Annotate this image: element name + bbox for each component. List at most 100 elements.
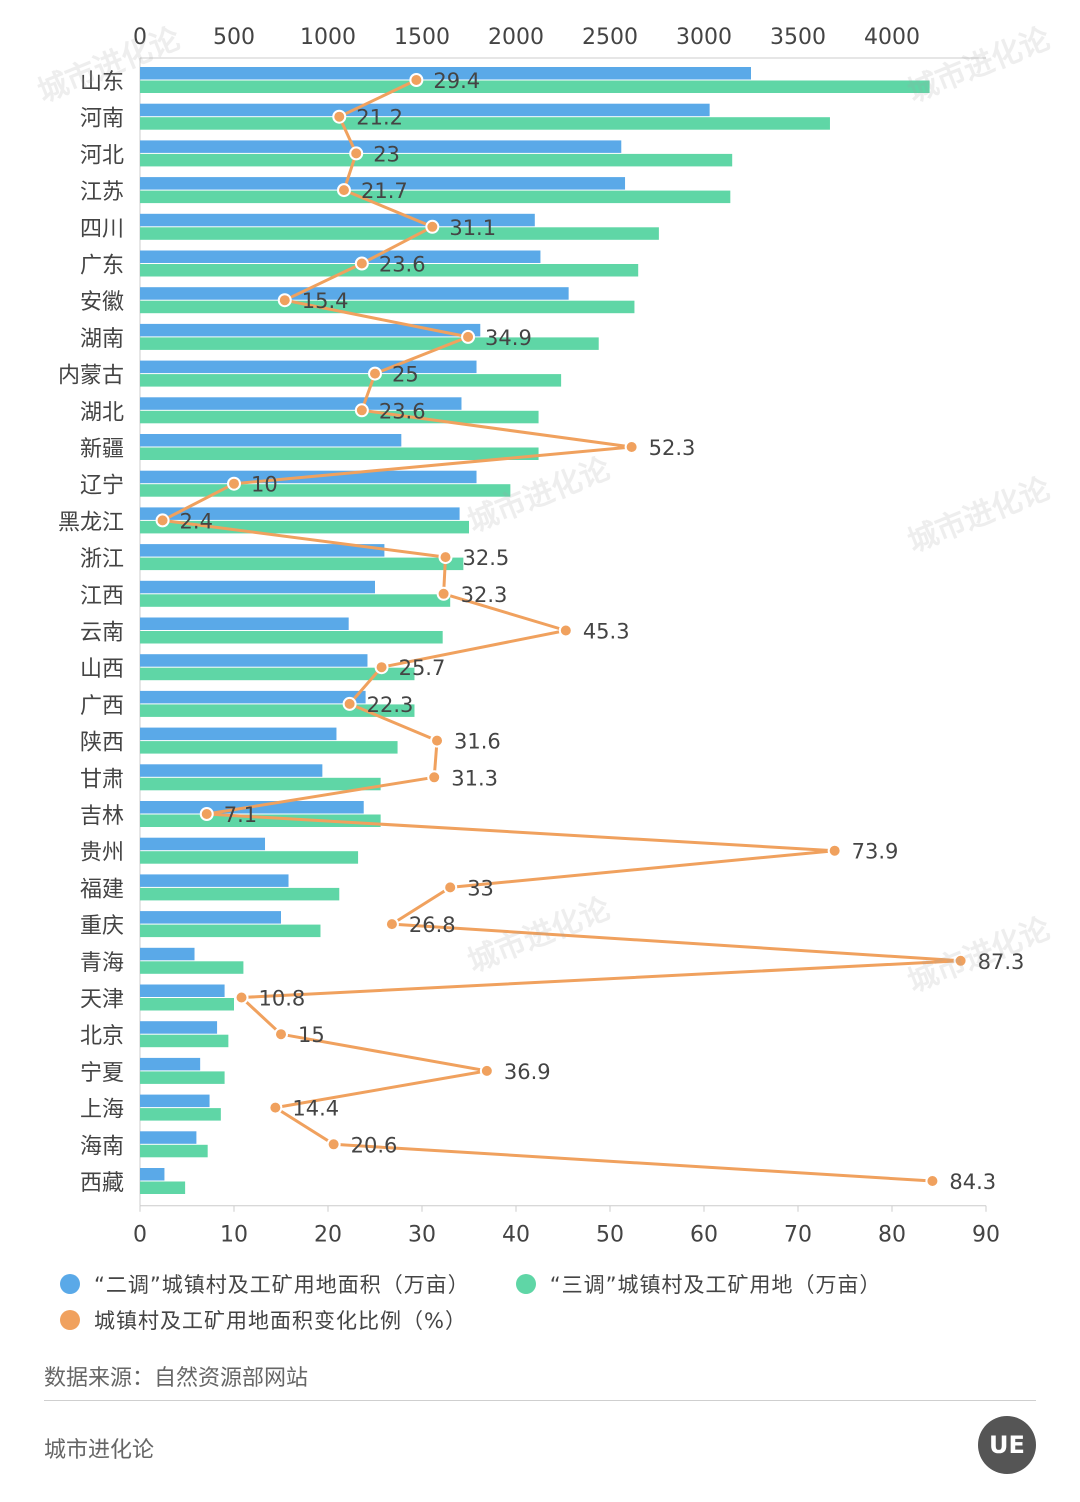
bar-erdiao: [140, 580, 375, 594]
data-source-note: 数据来源：自然资源部网站: [44, 1366, 309, 1391]
ratio-data-label: 10: [251, 473, 278, 497]
bar-erdiao: [140, 323, 481, 337]
ratio-point: [268, 1100, 283, 1115]
bar-erdiao: [140, 177, 626, 190]
ratio-data-label: 31.6: [454, 730, 501, 754]
bar-erdiao: [140, 690, 366, 704]
category-label: 新疆: [80, 437, 124, 462]
category-label: 重庆: [80, 914, 124, 939]
bar-erdiao: [140, 1057, 201, 1071]
bottom-axis-tick-label: 60: [690, 1223, 718, 1248]
bar-sandiao: [140, 337, 599, 350]
bar-erdiao: [140, 911, 281, 924]
bottom-axis-tick-label: 40: [502, 1223, 530, 1248]
category-label: 内蒙古: [58, 364, 124, 389]
top-axis-tick-label: 1000: [300, 25, 356, 50]
bar-erdiao: [140, 507, 460, 520]
ratio-data-label: 31.3: [451, 766, 498, 790]
ratio-point: [277, 293, 292, 308]
ratio-point: [436, 586, 451, 601]
top-axis-tick-label: 2500: [582, 25, 638, 50]
ratio-data-label: 7.1: [224, 803, 257, 827]
ratio-point: [199, 807, 214, 821]
bar-erdiao: [140, 1131, 197, 1144]
legend-item-ratio[interactable]: 城镇村及工矿用地面积变化比例（%）: [60, 1305, 467, 1335]
ratio-point: [354, 403, 369, 418]
category-label: 西藏: [80, 1171, 124, 1196]
bar-sandiao: [140, 410, 539, 424]
bar-sandiao: [140, 851, 359, 864]
top-axis-tick-label: 1500: [394, 25, 450, 50]
bar-sandiao: [140, 117, 830, 130]
ratio-data-label: 22.3: [367, 693, 414, 717]
bar-sandiao: [140, 264, 639, 277]
bar-sandiao: [140, 631, 443, 644]
ratio-data-label: 45.3: [583, 620, 630, 644]
bar-sandiao: [140, 1071, 225, 1084]
bar-erdiao: [140, 617, 349, 630]
top-axis-tick-label: 2000: [488, 25, 544, 50]
category-label: 上海: [80, 1098, 124, 1123]
ratio-data-label: 29.4: [433, 69, 480, 93]
bar-sandiao: [140, 1034, 229, 1048]
bar-sandiao: [140, 227, 659, 240]
bar-erdiao: [140, 434, 402, 447]
bar-sandiao: [140, 998, 234, 1011]
category-label: 吉林: [80, 804, 124, 829]
legend-item-erdiao[interactable]: “二调”城镇村及工矿用地面积（万亩）: [60, 1269, 470, 1299]
bar-sandiao: [140, 1144, 208, 1158]
ratio-data-label: 10.8: [259, 987, 306, 1011]
category-label: 辽宁: [80, 474, 124, 499]
ratio-point: [443, 880, 458, 895]
ratio-point: [925, 1174, 940, 1188]
ratio-point: [342, 696, 357, 711]
category-label: 海南: [80, 1134, 124, 1159]
category-label: 宁夏: [80, 1061, 124, 1086]
ratio-point: [354, 256, 369, 271]
ratio-data-label: 34.9: [485, 326, 532, 350]
category-label: 山西: [80, 657, 124, 682]
bar-sandiao: [140, 300, 635, 314]
bar-erdiao: [140, 544, 385, 557]
bottom-axis-tick-label: 10: [220, 1223, 248, 1248]
bar-sandiao: [140, 814, 381, 827]
ratio-point: [384, 917, 399, 932]
category-label: 安徽: [80, 290, 124, 315]
ratio-point: [425, 219, 440, 234]
category-label: 广西: [80, 694, 124, 719]
bar-sandiao: [140, 374, 562, 387]
bar-erdiao: [140, 250, 541, 263]
ratio-data-label: 25: [392, 363, 419, 387]
ratio-point: [409, 73, 424, 87]
bar-erdiao: [140, 984, 225, 997]
legend-item-sandiao[interactable]: “三调”城镇村及工矿用地（万亩）: [515, 1269, 882, 1299]
ratio-data-label: 23: [373, 142, 400, 166]
category-label: 云南: [80, 621, 124, 646]
category-label: 贵州: [80, 841, 124, 866]
combo-chart: 0 500 1000 1500 2000 2500 3000 3500 4000 0 10 20 30 4…: [58, 25, 1024, 1248]
bar-sandiao: [140, 741, 398, 754]
bar-erdiao: [140, 287, 569, 300]
legend-dot-ratio: [60, 1310, 80, 1330]
top-axis-tick-label: 3500: [770, 25, 826, 50]
bar-erdiao: [140, 654, 368, 667]
category-label: 天津: [80, 988, 124, 1013]
brand-logo-text: UE: [989, 1431, 1025, 1459]
bottom-axis-tick-label: 30: [408, 1223, 436, 1248]
bar-erdiao: [140, 837, 266, 851]
top-axis-tick-label: 500: [213, 25, 255, 50]
bottom-axis-tick-label: 70: [784, 1223, 812, 1248]
legend-label-sandiao: “三调”城镇村及工矿用地（万亩）: [549, 1273, 882, 1297]
ratio-point: [274, 1027, 288, 1042]
bar-sandiao: [140, 667, 415, 681]
ratio-data-label: 15.4: [302, 289, 349, 313]
brand-name: 城市进化论: [44, 1438, 155, 1463]
ratio-point: [332, 109, 347, 124]
bar-sandiao: [140, 520, 469, 534]
top-axis-tick-label: 0: [133, 25, 147, 50]
top-axis-tick-label: 3000: [676, 25, 732, 50]
ratio-point: [326, 1137, 341, 1152]
bar-sandiao: [140, 1181, 186, 1194]
ratio-data-label: 26.8: [409, 913, 456, 937]
ratio-data-label: 25.7: [399, 656, 446, 680]
